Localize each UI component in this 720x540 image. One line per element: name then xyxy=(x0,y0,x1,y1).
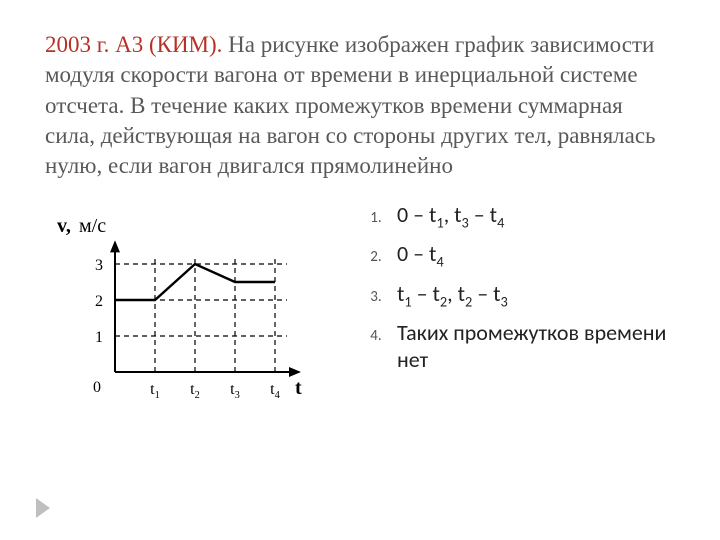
answer-list: 0 – t1, t3 – t4 0 – t4 t1 – t2, t2 – t3 Так… xyxy=(315,202,675,383)
svg-text:t2: t2 xyxy=(190,381,200,401)
question-lead: 2003 г. А3 (КИМ). xyxy=(45,32,222,57)
svg-text:t3: t3 xyxy=(230,381,240,401)
question-text: 2003 г. А3 (КИМ). На рисунке изображен г… xyxy=(45,30,675,182)
svg-text:м/с: м/с xyxy=(79,215,106,237)
answer-option: 0 – t1, t3 – t4 xyxy=(385,202,675,232)
svg-text:1: 1 xyxy=(95,329,103,346)
velocity-chart: 1 2 3 t1 t2 t3 t4 0 v, м/с t xyxy=(45,202,315,417)
answer-option: 0 – t4 xyxy=(385,241,675,271)
svg-text:v,: v, xyxy=(57,215,71,237)
svg-text:0: 0 xyxy=(93,379,101,396)
answer-option: Таких промежутков времени нет xyxy=(385,320,675,373)
slide-marker-icon xyxy=(36,498,50,518)
svg-text:t4: t4 xyxy=(270,381,280,401)
svg-text:t: t xyxy=(295,377,302,399)
svg-text:3: 3 xyxy=(95,257,103,274)
svg-text:2: 2 xyxy=(95,293,103,310)
answer-option: t1 – t2, t2 – t3 xyxy=(385,281,675,311)
svg-text:t1: t1 xyxy=(150,381,160,401)
